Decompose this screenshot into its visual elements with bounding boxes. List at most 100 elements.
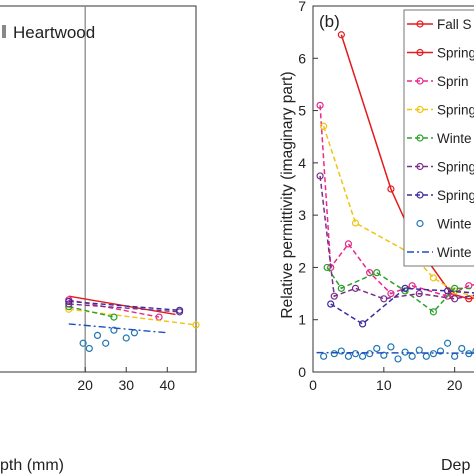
right-data-point-winte <box>429 308 438 316</box>
legend: Fall S Spring Sprin Spring Winte Spring Spring… <box>403 9 474 267</box>
left-panel: Heartwood 20 30 40 pth (mm) <box>0 5 200 474</box>
right-data-point-winte <box>358 352 367 360</box>
legend-marker-swatch <box>416 219 424 228</box>
left-data-point-s7 <box>110 326 118 334</box>
right-data-point-winte <box>394 355 402 363</box>
right-y-tick-label: 7 <box>298 0 306 14</box>
right-data-point-spring <box>451 295 459 303</box>
right-data-point-winte <box>373 344 381 353</box>
right-data-point-spring <box>429 274 438 282</box>
right-series-line-sprin <box>319 105 474 297</box>
right-y-tick-label: 0 <box>298 364 306 380</box>
left-data-point-s5 <box>65 300 73 308</box>
right-series-line-spring <box>330 287 474 325</box>
right-data-point-spring <box>358 320 367 328</box>
left-data-point-s6 <box>175 306 184 314</box>
right-data-point-sprin <box>316 101 324 109</box>
left-series-line-s2 <box>68 299 160 318</box>
right-data-point-winte <box>344 352 353 360</box>
left-data-point-s3 <box>65 305 73 313</box>
legend-entry-label: Winte <box>437 217 472 232</box>
right-data-point-spring <box>401 284 409 292</box>
legend-marker-swatch <box>416 105 424 114</box>
right-data-point-winte <box>408 352 416 360</box>
left-data-point-s7 <box>93 331 102 339</box>
right-y-tick-label: 1 <box>298 312 306 328</box>
right-series-group <box>316 31 474 363</box>
legend-marker-swatch <box>416 77 424 85</box>
left-data-point-s4 <box>65 303 73 311</box>
left-series-line-s4 <box>68 305 115 318</box>
right-data-point-spring <box>330 292 338 300</box>
heartwood-legend-swatch <box>2 25 6 38</box>
right-x-tick-label: 0 <box>309 377 317 393</box>
legend-entry-label: Spring <box>437 160 474 175</box>
right-y-ticks: 0 1 2 3 4 5 6 7 <box>298 0 318 380</box>
right-data-point-spring <box>316 172 324 180</box>
right-y-tick-label: 3 <box>298 207 306 223</box>
right-data-point-winte <box>458 344 466 353</box>
legend-marker-swatch <box>416 134 424 142</box>
right-data-point-winte <box>337 347 345 355</box>
right-data-point-winte <box>472 348 474 355</box>
right-data-point-winte <box>401 348 409 356</box>
right-y-axis-label: Relative permittivity (imaginary part) <box>279 71 296 318</box>
right-data-point-winte <box>330 350 338 358</box>
legend-marker-swatch <box>416 191 424 199</box>
right-data-point-winte <box>422 352 430 360</box>
right-data-point-spring <box>351 284 360 292</box>
left-x-tick-label: 30 <box>118 377 134 393</box>
left-x-axis-label: pth (mm) <box>0 457 64 474</box>
right-data-point-winte <box>443 339 452 347</box>
legend-marker-swatch <box>416 20 424 28</box>
right-series-line-winte <box>316 351 474 354</box>
left-data-point-s4 <box>110 313 118 321</box>
right-y-tick-label: 6 <box>298 50 306 66</box>
right-data-point-winte <box>351 350 360 358</box>
right-plot-frame <box>312 5 474 373</box>
right-data-point-spring <box>320 122 328 130</box>
right-y-tick-label: 5 <box>298 103 306 119</box>
left-x-tick-label: 20 <box>77 377 93 393</box>
right-data-point-winte <box>436 347 445 355</box>
left-data-point-s7 <box>85 344 93 353</box>
legend-entry-label: Spring <box>437 46 474 61</box>
right-data-point-winte <box>415 346 423 354</box>
right-y-tick-label: 2 <box>298 259 306 275</box>
left-series-line-s3 <box>68 308 197 326</box>
right-data-point-spring <box>415 289 423 298</box>
right-series-line-spring <box>340 34 474 300</box>
right-data-point-spring <box>327 300 335 308</box>
right-data-point-spring <box>443 287 452 295</box>
right-x-ticks: 0 10 20 <box>309 367 463 393</box>
right-data-point-winte <box>320 352 328 360</box>
right-data-point-winte <box>373 269 381 277</box>
right-data-point-winte <box>429 350 438 358</box>
left-data-point-s3 <box>192 321 200 329</box>
left-series-line-s8 <box>68 323 168 334</box>
left-plot-frame <box>0 5 197 373</box>
right-y-tick-label: 4 <box>298 155 306 171</box>
right-data-point-winte <box>380 351 388 359</box>
right-data-point-winte <box>451 284 459 292</box>
left-x-tick-label: 40 <box>159 377 175 393</box>
left-data-point-s6 <box>65 297 73 306</box>
right-data-point-winte <box>387 343 395 351</box>
left-data-point-s7 <box>122 334 130 342</box>
right-data-point-spring <box>337 31 345 39</box>
heartwood-annotation: Heartwood <box>13 23 95 42</box>
legend-entry-label: Fall S <box>437 17 472 32</box>
legend-entry-label: Sprin <box>437 74 469 89</box>
right-data-point-spring <box>387 185 395 193</box>
legend-entry-label: Winte <box>437 131 472 146</box>
legend-entry-label: Spring <box>437 103 474 118</box>
legend-marker-swatch <box>416 162 424 171</box>
right-data-point-winte <box>337 284 345 292</box>
right-panel: 0 1 2 3 4 5 6 7 0 10 20 (b) Relative permittivity… <box>279 0 474 474</box>
left-x-ticks: 20 30 40 <box>77 367 175 393</box>
legend-entry-label: Spring <box>437 188 474 203</box>
left-series-line-s6 <box>68 300 180 312</box>
left-series-line-s5 <box>68 303 180 313</box>
right-data-point-winte <box>366 350 374 358</box>
